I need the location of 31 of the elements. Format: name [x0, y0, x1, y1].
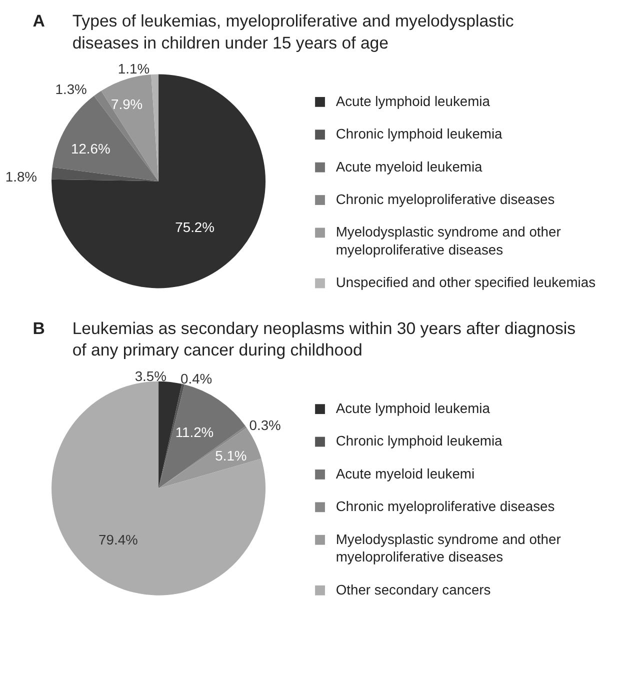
pie-slice [52, 74, 266, 288]
data-label: 75.2% [175, 219, 214, 236]
pie-slice [158, 384, 246, 488]
data-label: 1.3% [55, 81, 87, 98]
legend-label: Myelodysplastic syndrome and other myeloproliferative diseases [336, 224, 562, 258]
legend-label: Chronic myeloproliferative diseases [336, 190, 555, 207]
legend-label: Chronic lymphoid leukemia [336, 126, 503, 142]
legend-label: Acute lymphoid leukemia [336, 92, 490, 109]
chart-title: Types of leukemias, myeloproliferative and myelodysplastic diseases in children under 15 years of age [72, 12, 514, 52]
legend-label: Chronic myeloproliferative diseases [336, 498, 555, 514]
text: B [32, 318, 45, 338]
data-label: 7.9% [111, 96, 143, 112]
data-label: 0.4% [180, 370, 212, 386]
data-label: 12.6% [71, 140, 110, 157]
data-label: 11.2% [175, 424, 214, 440]
legend-label: Myelodysplastic syndrome and other myeloproliferative diseases [336, 530, 562, 565]
chart-title: Leukemias as secondary neoplasms within 30 years after diagnosis of any primary cancer during childhood [72, 318, 576, 360]
data-label: 1.8% [5, 168, 37, 184]
data-label: 79.4% [98, 531, 138, 548]
legend-label: Chronic lymphoid leukemia [336, 432, 503, 449]
data-label: 0.3% [249, 417, 281, 434]
legend-label: Acute myeloid leukemia [336, 158, 483, 174]
pie-slice [52, 96, 159, 182]
data-label: 3.5% [134, 368, 166, 384]
data-label: 5.1% [215, 448, 247, 464]
legend-label: Acute myeloid leukemi [336, 465, 475, 482]
text: A [32, 12, 45, 31]
legend-label: Acute lymphoid leukemia [336, 400, 490, 416]
legend-label: Unspecified and other specified leukemias [336, 274, 596, 290]
data-label: 1.1% [118, 60, 150, 76]
legend-label: Other secondary cancers [336, 581, 491, 598]
